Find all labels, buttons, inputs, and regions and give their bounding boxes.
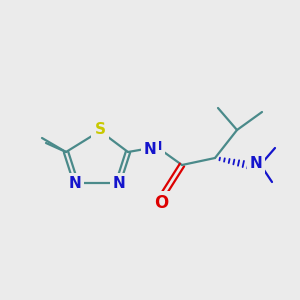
Text: N: N [250, 157, 262, 172]
Text: N: N [69, 176, 81, 191]
Text: N: N [112, 176, 125, 191]
Text: N: N [144, 142, 156, 158]
Text: O: O [154, 194, 168, 212]
Text: H: H [152, 140, 162, 152]
Text: S: S [94, 122, 106, 137]
